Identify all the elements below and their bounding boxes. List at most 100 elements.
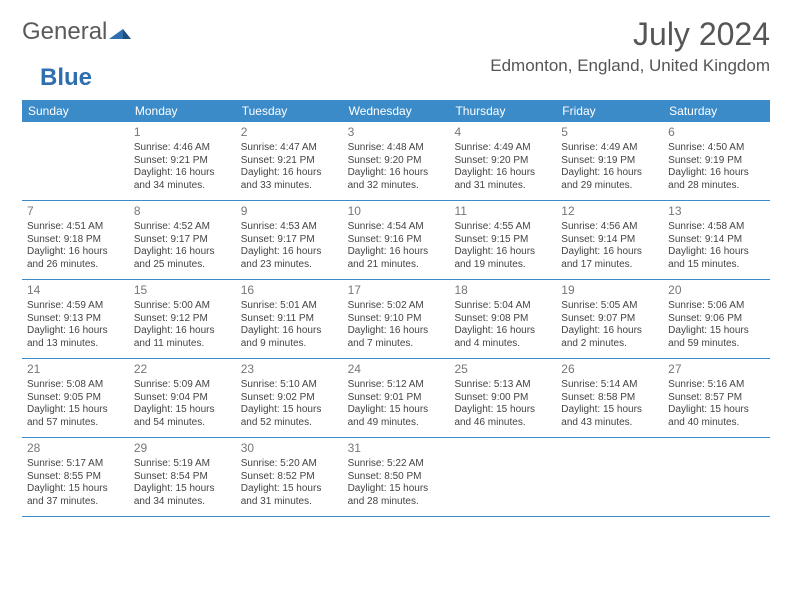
sunrise-text: Sunrise: 5:12 AM — [348, 379, 445, 392]
daylight-text: and 23 minutes. — [241, 259, 338, 272]
daylight-text: and 28 minutes. — [668, 180, 765, 193]
sunset-text: Sunset: 8:57 PM — [668, 392, 765, 405]
daylight-text: Daylight: 16 hours — [561, 167, 658, 180]
daylight-text: and 43 minutes. — [561, 417, 658, 430]
day-number: 13 — [668, 204, 765, 219]
week-row: 14 Sunrise: 4:59 AMSunset: 9:13 PM Dayligh… — [22, 280, 770, 359]
day-number: 1 — [134, 125, 231, 140]
sunset-text: Sunset: 9:14 PM — [561, 234, 658, 247]
daylight-text: Daylight: 16 hours — [348, 167, 445, 180]
sunset-text: Sunset: 9:20 PM — [348, 155, 445, 168]
day-cell: 8Sunrise: 4:52 AMSunset: 9:17 PMDaylight… — [129, 201, 236, 279]
sunrise-text: Sunrise: 5:14 AM — [561, 379, 658, 392]
sunrise-text: Sunrise: 4:54 AM — [348, 221, 445, 234]
day-cell: 30Sunrise: 5:20 AMSunset: 8:52 PMDayligh… — [236, 438, 343, 516]
day-cell: 18Sunrise: 5:04 AMSunset: 9:08 PMDayligh… — [449, 280, 556, 358]
daylight-text: and 49 minutes. — [348, 417, 445, 430]
day-number: 7 — [27, 204, 124, 219]
daylight-text: Daylight: 15 hours — [348, 404, 445, 417]
sunset-text: Sunset: 9:11 PM — [241, 313, 338, 326]
day-cell — [556, 438, 663, 516]
day-number: 18 — [454, 283, 551, 298]
sunrise-text: Sunrise: 4:56 AM — [561, 221, 658, 234]
week-row: 1Sunrise: 4:46 AMSunset: 9:21 PMDaylight… — [22, 122, 770, 201]
day-cell — [663, 438, 770, 516]
weekday-label: Friday — [556, 100, 663, 122]
sunset-text: Sunset: 9:21 PM — [241, 155, 338, 168]
sunset-text: Sunset: 9:15 PM — [454, 234, 551, 247]
day-number: 16 — [241, 283, 338, 298]
sunset-text: Sunset: 9:17 PM — [241, 234, 338, 247]
day-cell: 15Sunrise: 5:00 AMSunset: 9:12 PMDayligh… — [129, 280, 236, 358]
daylight-text: Daylight: 16 hours — [348, 325, 445, 338]
day-number: 5 — [561, 125, 658, 140]
daylight-text: Daylight: 15 hours — [134, 483, 231, 496]
day-number: 20 — [668, 283, 765, 298]
daylight-text: and 17 minutes. — [561, 259, 658, 272]
daylight-text: Daylight: 15 hours — [668, 325, 765, 338]
logo-mark-icon — [109, 18, 131, 46]
sunrise-text: Sunrise: 5:02 AM — [348, 300, 445, 313]
weeks-container: 1Sunrise: 4:46 AMSunset: 9:21 PMDaylight… — [22, 122, 770, 517]
daylight-text: Daylight: 15 hours — [668, 404, 765, 417]
sunset-text: Sunset: 9:21 PM — [134, 155, 231, 168]
day-number: 3 — [348, 125, 445, 140]
daylight-text: and 28 minutes. — [348, 496, 445, 509]
sunrise-text: Sunrise: 5:20 AM — [241, 458, 338, 471]
sunrise-text: Sunrise: 5:10 AM — [241, 379, 338, 392]
sunset-text: Sunset: 8:54 PM — [134, 471, 231, 484]
day-number: 4 — [454, 125, 551, 140]
daylight-text: and 46 minutes. — [454, 417, 551, 430]
day-number: 23 — [241, 362, 338, 377]
sunset-text: Sunset: 9:13 PM — [27, 313, 124, 326]
daylight-text: Daylight: 16 hours — [454, 167, 551, 180]
weekday-label: Sunday — [22, 100, 129, 122]
sunrise-text: Sunrise: 4:53 AM — [241, 221, 338, 234]
day-cell: 26Sunrise: 5:14 AMSunset: 8:58 PMDayligh… — [556, 359, 663, 437]
daylight-text: Daylight: 15 hours — [27, 404, 124, 417]
logo-word-general: General — [22, 18, 107, 46]
daylight-text: and 31 minutes. — [454, 180, 551, 193]
day-cell: 29Sunrise: 5:19 AMSunset: 8:54 PMDayligh… — [129, 438, 236, 516]
day-cell — [22, 122, 129, 200]
day-number: 25 — [454, 362, 551, 377]
week-row: 28Sunrise: 5:17 AMSunset: 8:55 PMDayligh… — [22, 438, 770, 517]
sunset-text: Sunset: 9:16 PM — [348, 234, 445, 247]
sunrise-text: Sunrise: 5:22 AM — [348, 458, 445, 471]
sunset-text: Sunset: 8:55 PM — [27, 471, 124, 484]
daylight-text: and 37 minutes. — [27, 496, 124, 509]
sunrise-text: Sunrise: 5:06 AM — [668, 300, 765, 313]
title-block: July 2024 Edmonton, England, United King… — [490, 18, 770, 76]
sunset-text: Sunset: 9:08 PM — [454, 313, 551, 326]
day-number: 14 — [27, 283, 124, 298]
day-cell: 21Sunrise: 5:08 AMSunset: 9:05 PMDayligh… — [22, 359, 129, 437]
sunset-text: Sunset: 9:10 PM — [348, 313, 445, 326]
day-cell — [449, 438, 556, 516]
daylight-text: Daylight: 16 hours — [27, 246, 124, 259]
daylight-text: and 7 minutes. — [348, 338, 445, 351]
sunrise-text: Sunrise: 5:00 AM — [134, 300, 231, 313]
logo-text: General — [22, 18, 131, 46]
sunset-text: Sunset: 9:04 PM — [134, 392, 231, 405]
sunset-text: Sunset: 9:20 PM — [454, 155, 551, 168]
sunset-text: Sunset: 9:00 PM — [454, 392, 551, 405]
calendar-page: General July 2024 Edmonton, England, Uni… — [0, 0, 792, 535]
day-number: 11 — [454, 204, 551, 219]
daylight-text: and 33 minutes. — [241, 180, 338, 193]
day-number: 10 — [348, 204, 445, 219]
day-cell: 3Sunrise: 4:48 AMSunset: 9:20 PMDaylight… — [343, 122, 450, 200]
day-cell: 31Sunrise: 5:22 AMSunset: 8:50 PMDayligh… — [343, 438, 450, 516]
daylight-text: and 26 minutes. — [27, 259, 124, 272]
daylight-text: Daylight: 16 hours — [561, 246, 658, 259]
sunrise-text: Sunrise: 5:04 AM — [454, 300, 551, 313]
daylight-text: and 57 minutes. — [27, 417, 124, 430]
daylight-text: and 21 minutes. — [348, 259, 445, 272]
sunset-text: Sunset: 8:58 PM — [561, 392, 658, 405]
day-number: 6 — [668, 125, 765, 140]
day-number: 19 — [561, 283, 658, 298]
weekday-label: Wednesday — [343, 100, 450, 122]
weekday-label: Monday — [129, 100, 236, 122]
logo: General — [22, 18, 131, 46]
sunrise-text: Sunrise: 4:59 AM — [27, 300, 124, 313]
sunrise-text: Sunrise: 5:16 AM — [668, 379, 765, 392]
